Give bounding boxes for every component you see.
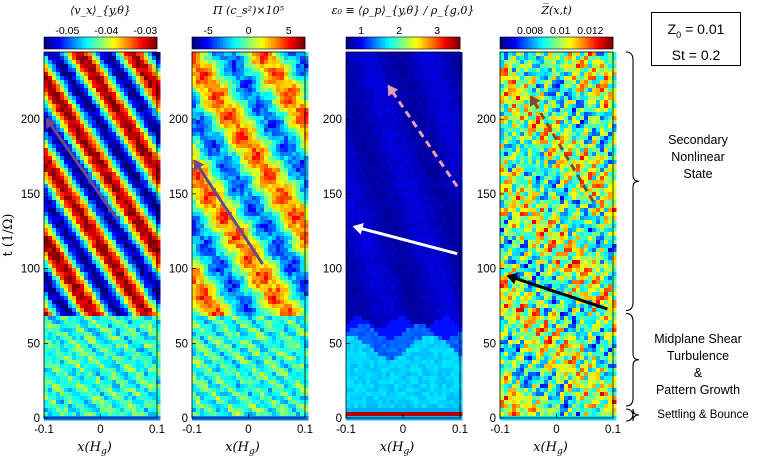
y-tick-label: 150 [169,189,188,201]
y-tick-label: 150 [477,189,496,201]
z0-parameter: Z0 = 0.01 [667,21,725,40]
y-tick-label: 150 [323,189,342,201]
colorbar-tick-label: -0.04 [94,25,118,37]
y-tick-label: 50 [483,338,496,350]
y-tick-label: 200 [169,114,188,126]
panel-title-2: Π (c_s²)×10⁵ [212,4,285,17]
y-tick-label: 0 [490,413,496,425]
arrow-head [193,159,205,172]
colorbar-tick-label: 0.01 [550,25,571,37]
heatmap-cells-3 [346,52,463,421]
arrow-head [530,95,541,107]
colorbar-tick-label: -0.03 [133,25,157,37]
y-tick-label: 200 [323,114,342,126]
heatmap-panel-3: 1 2 3ε₀ ≡ ⟨ρ_p⟩_{y,θ} / ρ_{g,0}-0.1 0 0.1050… [323,4,475,457]
brace-midplane-turbulence [625,312,640,407]
y-tick-label: 100 [21,264,40,276]
panel-title-4: Z̅(x,t) [540,3,571,17]
y-tick-label: 150 [21,189,40,201]
x-axis-label-4: x(Hg) [533,440,568,457]
colorbar-tick-label: 1 [358,25,364,37]
heatmap-panel-2: -5 0 5Π (c_s²)×10⁵-0.1 0 0.1050100150200x(Hg… [169,4,313,457]
pattern-arrow-3-1 [354,225,458,256]
pattern-arrow-1-1 [45,118,119,221]
y-tick-label: 50 [175,338,188,350]
arrow-head [45,117,57,130]
y-tick-label: 100 [169,264,188,276]
colorbar-tick-label: 2 [396,25,402,37]
arrow-head [387,84,399,97]
brace-settling-bounce [625,408,640,422]
colorbar-tick-label: 0.012 [577,25,603,37]
y-tick-label: 100 [477,264,496,276]
stokes-parameter: St = 0.2 [671,46,721,63]
pattern-arrow-4-1 [508,274,608,311]
y-tick-label: 50 [27,338,40,350]
x-tick-label: -0.1 [182,424,202,436]
x-tick-label: -0.1 [336,424,356,436]
colorbar-tick-label: 5 [286,25,292,37]
pattern-arrow-2-1 [193,160,264,265]
phase-label-settling-bounce: Settling & Bounce [657,409,749,421]
x-tick-label: 0 [245,424,251,436]
arrow-head [506,272,518,285]
parameter-box: Z0 = 0.01 St = 0.2 [651,12,741,66]
y-tick-label: 50 [329,338,342,350]
colorbar-tick-label: 0.008 [517,25,543,37]
x-axis-label-2: x(Hg) [225,440,260,457]
colorbar-1: -0.05 -0.04 -0.03 [43,25,157,50]
x-tick-label: 0.1 [605,424,621,436]
pattern-arrow-3-2 [387,85,459,188]
colorbar-tick-label: 0 [246,25,252,37]
x-tick-label: 0 [553,424,559,436]
y-tick-label: 100 [323,264,342,276]
brace-secondary-state [625,51,640,311]
x-tick-label: -0.1 [34,424,54,436]
colorbar-3: 1 2 3 [345,25,461,50]
heatmap-panel-1: -0.05 -0.04 -0.03⟨v_x⟩_{y,θ}-0.1 0 0.1050100… [21,4,165,457]
colorbar-tick-label: -0.05 [55,25,79,37]
x-axis-label-1: x(Hg) [77,440,112,457]
x-tick-label: -0.1 [490,424,510,436]
y-tick-label: 0 [34,413,40,425]
y-tick-label: 200 [477,114,496,126]
panel-title-3: ε₀ ≡ ⟨ρ_p⟩_{y,θ} / ρ_{g,0} [332,4,475,17]
heatmap-cells-1 [44,52,161,421]
x-tick-label: 0 [97,424,103,436]
colorbar-tick-label: 3 [434,25,440,37]
phase-label-secondary-state: Secondary Nonlinear State [668,133,728,181]
x-tick-label: 0 [400,424,406,436]
colorbar-2: -5 0 5 [191,25,306,50]
y-tick-label: 0 [182,413,188,425]
y-axis-label: t (1/Ω) [1,214,16,257]
x-tick-label: 0.1 [452,424,468,436]
heatmap-cells-2 [192,52,309,421]
panel-title-1: ⟨v_x⟩_{y,θ} [70,4,131,17]
heatmap-cells-4 [500,52,617,421]
y-tick-label: 200 [21,114,40,126]
pattern-arrow-4-2 [529,96,595,203]
phase-label-midplane-turbulence: Midplane Shear Turbulence & Pattern Growth [654,332,742,397]
x-tick-label: 0.1 [149,424,165,436]
y-tick-label: 0 [336,413,342,425]
x-tick-label: 0.1 [297,424,313,436]
colorbar-tick-label: -5 [203,25,212,37]
x-axis-label-3: x(Hg) [380,440,415,457]
colorbar-4: 0.008 0.01 0.012 [499,25,614,50]
arrow-head [352,223,364,235]
